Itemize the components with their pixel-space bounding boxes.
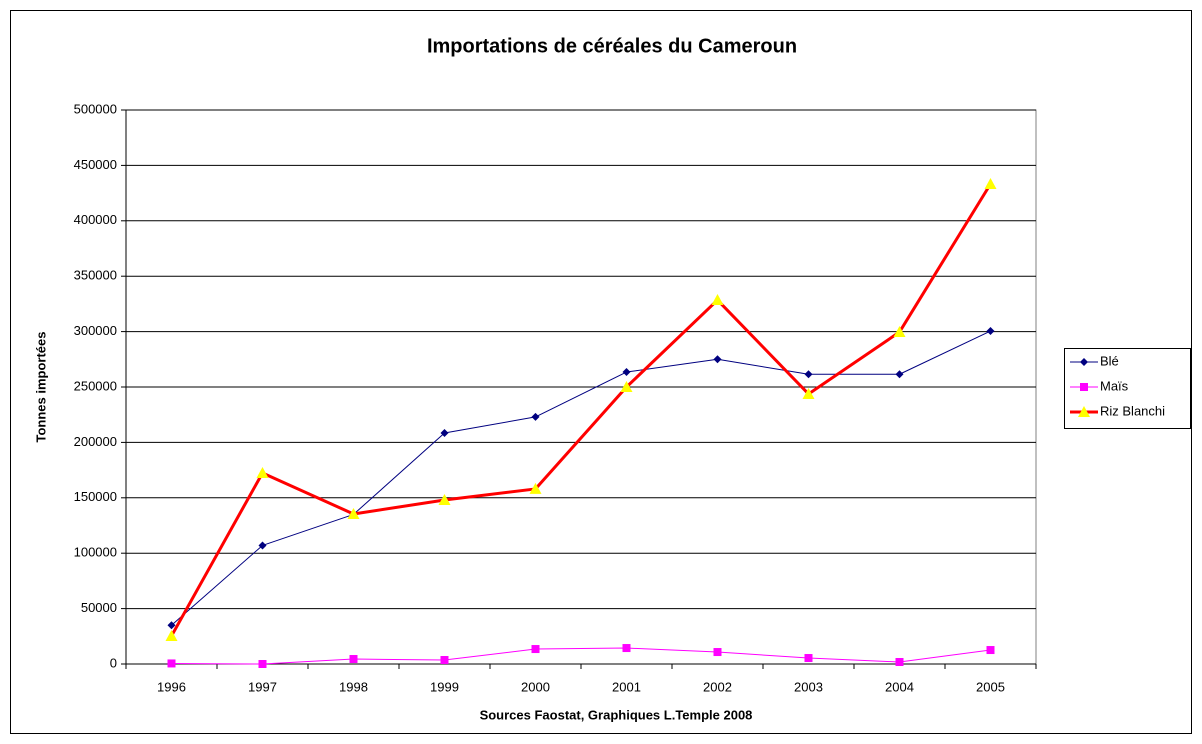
y-tick-label: 500000	[74, 101, 117, 116]
x-axis-title: Sources Faostat, Graphiques L.Temple 200…	[480, 707, 753, 722]
x-tick-label: 2005	[976, 679, 1005, 694]
y-tick-label: 450000	[74, 157, 117, 172]
marker	[895, 658, 904, 667]
y-tick-label: 400000	[74, 212, 117, 227]
marker	[256, 466, 269, 478]
marker	[440, 428, 449, 437]
series-line	[170, 183, 992, 637]
marker	[529, 482, 542, 494]
x-tick-label: 1997	[248, 679, 277, 694]
x-tick-label: 2001	[612, 679, 641, 694]
x-tick-label: 1998	[339, 679, 368, 694]
marker	[893, 326, 906, 338]
x-tick-label: 2004	[885, 679, 914, 694]
marker	[986, 327, 995, 336]
legend-label: Riz Blanchi	[1100, 403, 1165, 418]
y-tick-label: 350000	[74, 268, 117, 283]
marker	[531, 645, 540, 654]
marker	[713, 355, 722, 364]
marker	[622, 368, 631, 377]
marker	[167, 621, 176, 630]
marker	[711, 294, 724, 306]
y-tick-label: 250000	[74, 378, 117, 393]
x-tick-label: 1999	[430, 679, 459, 694]
marker	[984, 178, 997, 190]
marker	[167, 659, 176, 668]
y-tick-label: 100000	[74, 545, 117, 560]
legend-label: Blé	[1100, 353, 1119, 368]
x-tick-label: 1996	[157, 679, 186, 694]
y-tick-label: 50000	[81, 600, 117, 615]
y-tick-label: 200000	[74, 434, 117, 449]
x-tick-label: 2003	[794, 679, 823, 694]
marker	[804, 654, 813, 663]
y-tick-label: 300000	[74, 323, 117, 338]
marker	[620, 381, 633, 392]
marker	[622, 644, 631, 653]
marker	[165, 629, 178, 641]
marker	[258, 660, 267, 668]
y-tick-label: 0	[110, 655, 117, 670]
y-axis-title: Tonnes importées	[33, 331, 48, 442]
series-line	[171, 647, 991, 665]
y-tick-label: 150000	[74, 489, 117, 504]
x-tick-label: 2000	[521, 679, 550, 694]
legend-label: Maïs	[1100, 378, 1129, 393]
marker	[713, 648, 722, 657]
series-line	[171, 330, 991, 626]
chart-title: Importations de céréales du Cameroun	[427, 35, 797, 57]
marker	[258, 541, 267, 550]
legend-marker	[1080, 383, 1088, 391]
legend-marker	[1078, 406, 1090, 417]
marker	[440, 656, 449, 665]
marker	[802, 387, 815, 399]
marker	[531, 412, 540, 421]
marker	[347, 507, 360, 519]
marker	[438, 494, 451, 506]
x-tick-label: 2002	[703, 679, 732, 694]
marker	[349, 655, 358, 664]
marker	[986, 646, 995, 655]
legend-marker	[1080, 358, 1088, 366]
marker	[804, 370, 813, 379]
marker	[895, 370, 904, 379]
